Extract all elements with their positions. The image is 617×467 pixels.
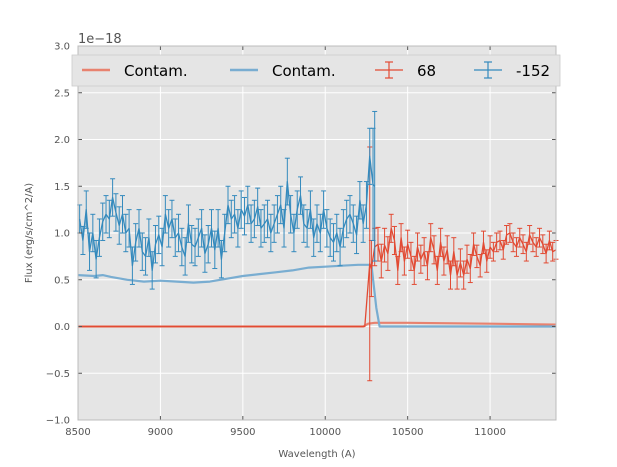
y-tick-label: 1.5 xyxy=(54,182,70,193)
y-tick-label: 3.0 xyxy=(54,42,70,53)
x-tick-label: 10500 xyxy=(392,427,424,438)
x-axis-label: Wavelength (A) xyxy=(278,449,355,460)
series-line xyxy=(78,155,376,272)
y-tick-label: 2.5 xyxy=(54,88,70,99)
legend-label: Contam. xyxy=(124,62,188,80)
x-tick-label: 9500 xyxy=(230,427,255,438)
legend: Contam. Contam. 68 -152 xyxy=(71,54,561,87)
legend-label: Contam. xyxy=(272,62,336,80)
x-tick-label: 9000 xyxy=(148,427,173,438)
ticks: 8500 9000 9500 10000 10500 11000 −1.0 −0.5 0.0 0.… xyxy=(46,42,557,438)
series-line xyxy=(78,227,557,328)
series-group xyxy=(77,110,559,382)
y-offset-label: 1e−18 xyxy=(78,32,122,47)
x-tick-label: 10000 xyxy=(309,427,341,438)
plot-frame xyxy=(77,45,557,421)
y-tick-label: −0.5 xyxy=(46,369,70,380)
y-tick-label: 0.5 xyxy=(54,275,70,286)
x-tick-label: 8500 xyxy=(65,427,90,438)
y-tick-label: −1.0 xyxy=(46,416,70,427)
y-tick-label: 2.0 xyxy=(54,135,70,146)
legend-label: 68 xyxy=(417,62,436,80)
legend-label: -152 xyxy=(516,62,550,80)
y-tick-label: 1.0 xyxy=(54,229,70,240)
x-tick-label: 11000 xyxy=(474,427,506,438)
y-tick-label: 0.0 xyxy=(54,322,70,333)
series-line xyxy=(77,263,556,328)
y-axis-label: Flux (erg/s/cm^2/A) xyxy=(24,183,35,283)
